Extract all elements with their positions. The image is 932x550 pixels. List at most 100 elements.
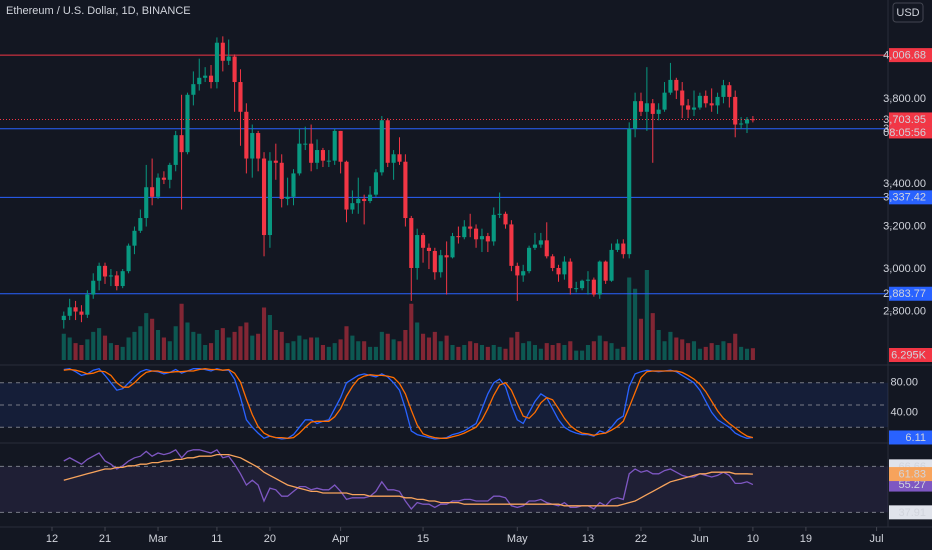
volume-bar [167, 341, 172, 360]
volume-bar [356, 341, 361, 360]
volume-bar [479, 345, 485, 360]
volume-bar [261, 307, 267, 360]
volume-bar [474, 343, 479, 360]
volume-bar [67, 337, 72, 360]
volume-bar [703, 346, 708, 360]
volume-bar [609, 343, 614, 360]
rsi-band-label-bg [889, 505, 932, 520]
volume-bar [544, 343, 549, 360]
currency-button[interactable] [892, 2, 924, 23]
rsi-value-label: 55.27 [898, 479, 926, 491]
candle-body [79, 311, 84, 315]
volume-bar [462, 345, 467, 360]
volume-bar [61, 333, 66, 360]
volume-bar [438, 341, 443, 360]
volume-bar [108, 343, 113, 360]
volume-bar [120, 346, 125, 360]
volume-bar [739, 346, 744, 360]
candle-body [656, 109, 661, 114]
candle-body [356, 198, 361, 204]
candle-body [232, 56, 237, 83]
rsi-value-label: 61.83 [898, 468, 926, 480]
volume-bar [444, 335, 449, 360]
volume-bar [709, 343, 714, 360]
candle-body [650, 103, 655, 114]
volume-bar [138, 326, 143, 360]
volume-bar [538, 348, 543, 360]
volume-bar [338, 339, 343, 360]
volume-bar [208, 343, 214, 360]
countdown-bg [889, 126, 932, 139]
candle-body [250, 133, 255, 159]
candle-body [367, 194, 373, 202]
volume-bar [727, 343, 732, 360]
volume-bar [214, 330, 219, 360]
volume-bar [750, 348, 755, 360]
candle-body [538, 240, 543, 245]
volume-bar [279, 331, 284, 360]
candle-body [126, 245, 131, 272]
volume-bar [615, 348, 620, 360]
x-tick-label: 22 [635, 533, 647, 545]
volume-label-bg [889, 348, 932, 362]
volume-bar [256, 333, 261, 360]
volume-bar [155, 330, 161, 360]
candle-body [403, 161, 408, 219]
candle-body [750, 119, 755, 121]
volume-bar [273, 330, 278, 360]
candle-body [609, 249, 614, 281]
candle-body [285, 196, 290, 199]
candle-body [703, 95, 708, 104]
volume-bar [432, 331, 437, 360]
level-label-bg [889, 190, 932, 205]
volume-bar [680, 339, 685, 360]
y-tick-label: 3,000.00 [883, 263, 926, 275]
volume-bar [562, 345, 567, 360]
rsi-band-fill [0, 466, 888, 513]
candle-body [73, 307, 78, 312]
y-tick-label: 2,800.00 [883, 305, 926, 317]
volume-bar [191, 331, 196, 360]
candle-body [479, 236, 485, 240]
candle-body [303, 143, 308, 145]
rsi-line [63, 453, 753, 507]
volume-bar [309, 337, 314, 360]
candle-body [744, 119, 750, 124]
volume-bar [114, 345, 119, 360]
candle-body [426, 247, 432, 251]
candle-body [615, 243, 620, 250]
candle-body [238, 82, 243, 112]
volume-bar [715, 345, 720, 360]
x-tick-label: 20 [264, 533, 276, 545]
level-label: 4,006.68 [883, 50, 926, 62]
volume-bar [468, 341, 473, 360]
volume-bar [733, 333, 738, 360]
volume-bar [415, 322, 420, 360]
x-tick-label: 21 [99, 533, 111, 545]
volume-bar [144, 313, 149, 360]
candle-body [686, 105, 691, 110]
level-label-bg [889, 286, 932, 301]
volume-bar [662, 341, 667, 360]
axes: 2,800.00 3,000.00 3,200.00 3,400.00 3,800.00… [46, 48, 932, 545]
volume-bar [574, 350, 579, 360]
y-tick-label: 3,400.00 [883, 178, 926, 190]
candle-body [102, 265, 108, 277]
candle-body [244, 111, 249, 159]
currency-label[interactable]: USD [896, 7, 919, 19]
stoch-line [63, 368, 754, 439]
volume-bar [344, 326, 349, 360]
last-price-label: 3,703.95 [883, 114, 926, 126]
rsi-value-label-bg [889, 467, 932, 482]
candle-body [161, 177, 166, 180]
candle-body [326, 160, 331, 162]
candle-body [568, 261, 573, 289]
candle-body [438, 255, 443, 273]
candle-body [67, 307, 72, 316]
volume-bar [485, 346, 490, 360]
candle-body [597, 261, 602, 295]
candle-body [662, 92, 667, 110]
candle-body [314, 150, 320, 163]
candle-body [509, 224, 514, 266]
candle-body [585, 279, 591, 281]
